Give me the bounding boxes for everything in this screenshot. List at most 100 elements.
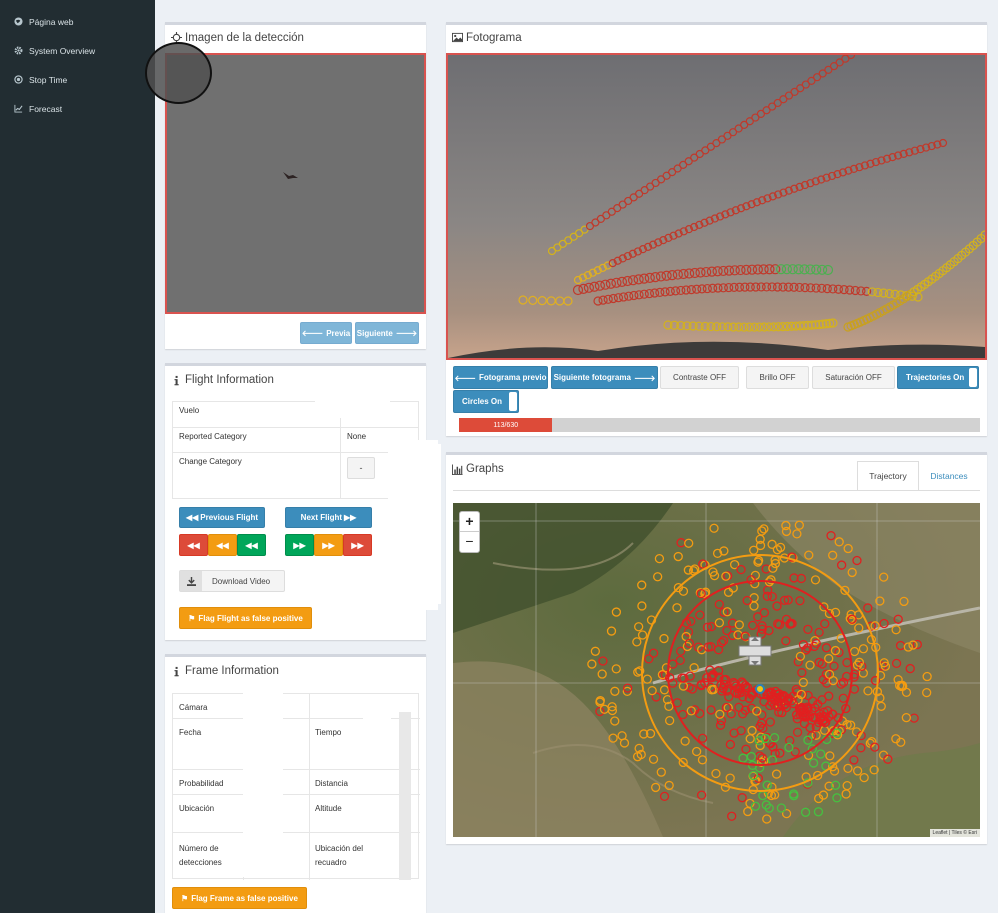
redaction-block — [363, 717, 391, 757]
sidebar-item-stop-time[interactable]: Stop Time — [0, 65, 155, 94]
frame-row-distancia: Distancia — [315, 779, 348, 788]
flag-frame-button[interactable]: ⚑ Flag Frame as false positive — [172, 887, 307, 909]
circles-toggle[interactable]: Circles On — [453, 390, 519, 413]
frame-info-title: Frame Information — [165, 657, 426, 685]
change-category-label: Change Category — [172, 452, 341, 499]
sidebar-item-forecast[interactable]: Forecast — [0, 94, 155, 123]
frame-row-fecha: Fecha — [179, 728, 202, 737]
fotograma-panel: Fotograma 🡐 Fotograma previo Siguiente fo… — [446, 22, 987, 436]
toggle-knob — [509, 392, 517, 411]
flag-icon: ⚑ — [188, 613, 196, 623]
forward-slow-button[interactable]: ▶▶ — [285, 534, 314, 556]
zoom-control: + − — [459, 511, 480, 553]
info-icon — [171, 666, 182, 677]
cursor-highlight — [145, 42, 212, 104]
sidebar-item-pagina-web[interactable]: Página web — [0, 7, 155, 36]
previous-flight-button[interactable]: ◀◀ Previous Flight — [179, 507, 265, 528]
frame-row-camara: Cámara — [179, 703, 208, 712]
frame-info-panel: Frame Information Cámara Fecha Probabili… — [165, 654, 426, 913]
sidebar-item-label: Página web — [29, 16, 74, 27]
sidebar-item-system-overview[interactable]: System Overview — [0, 36, 155, 65]
reported-category-label: Reported Category — [172, 427, 341, 453]
arrow-left-icon: 🡐 — [454, 373, 476, 383]
detection-title: Imagen de la detección — [165, 25, 426, 50]
arrow-right-icon: 🡒 — [395, 329, 418, 338]
arrow-right-icon: 🡒 — [633, 373, 656, 383]
graphs-title: Graphs — [446, 455, 987, 483]
toggle-knob — [969, 368, 977, 387]
saturation-toggle[interactable]: Saturación OFF — [812, 366, 895, 389]
bar-chart-icon — [452, 463, 463, 475]
previous-frame-button[interactable]: 🡐 Fotograma previo — [453, 366, 548, 389]
sidebar-item-label: System Overview — [29, 45, 96, 56]
detection-image — [165, 53, 426, 314]
contrast-toggle[interactable]: Contraste OFF — [660, 366, 739, 389]
trajectory-overlay — [518, 55, 985, 332]
redaction-block — [243, 687, 283, 877]
camera-location-marker — [755, 684, 765, 694]
backward-icon: ◀◀ — [245, 540, 258, 550]
frame-progress-fill: 113/630 — [459, 418, 553, 432]
redaction-block — [315, 396, 390, 418]
outer-range-circle — [641, 554, 879, 792]
trajectories-toggle[interactable]: Trajectories On — [897, 366, 979, 389]
horizon-mountains — [448, 341, 985, 358]
zoom-in-button[interactable]: + — [460, 512, 479, 532]
sidebar: Página web System Overview Stop Time For… — [0, 0, 155, 913]
arrow-left-icon: 🡐 — [301, 329, 324, 338]
forward-icon: ▶▶ — [293, 540, 306, 550]
rewind-medium-button[interactable]: ◀◀ — [208, 534, 237, 556]
fast-forward-icon: ▶▶ — [351, 540, 364, 550]
frame-row-numero: Número de detecciones — [179, 844, 222, 867]
change-category-select[interactable]: - — [347, 457, 375, 479]
globe-icon — [13, 17, 23, 27]
rewind-slow-button[interactable]: ◀◀ — [237, 534, 266, 556]
frame-row-ubicacion: Ubicación — [179, 804, 215, 813]
brightness-toggle[interactable]: Brillo OFF — [746, 366, 809, 389]
sidebar-item-label: Stop Time — [29, 74, 68, 85]
next-flight-button[interactable]: Next Flight ▶▶ — [285, 507, 372, 528]
gear-icon — [13, 46, 23, 56]
frame-row-altitude: Altitude — [315, 804, 342, 813]
flight-info-title: Flight Information — [165, 366, 426, 394]
detection-panel: Imagen de la detección 🡐 Previa Siguiente… — [165, 22, 426, 349]
previous-detection-button[interactable]: 🡐 Previa — [300, 322, 352, 344]
tab-trajectory[interactable]: Trajectory — [857, 461, 919, 491]
next-detection-button[interactable]: Siguiente 🡒 — [355, 322, 419, 344]
flight-info-panel: Flight Information Vuelo Reported Catego… — [165, 363, 441, 640]
zoom-out-button[interactable]: − — [465, 533, 474, 549]
dot-circle-icon — [13, 75, 23, 85]
frame-row-ubicacion-recuadro: Ubicación del recuadro — [315, 844, 364, 867]
bird-silhouette — [283, 172, 298, 179]
forward-icon: ▶▶ — [344, 513, 357, 522]
forward-medium-button[interactable]: ▶▶ — [314, 534, 343, 556]
fotograma-title: Fotograma — [446, 25, 987, 50]
info-icon — [171, 375, 182, 386]
line-chart-icon — [13, 104, 23, 114]
image-icon — [452, 32, 463, 43]
fotograma-image — [446, 53, 987, 360]
trajectory-map[interactable]: + − Leaflet | Tiles © Esri — [453, 503, 980, 837]
sidebar-item-label: Forecast — [29, 103, 63, 114]
frame-row-tiempo: Tiempo — [315, 728, 342, 737]
frame-progress-bar[interactable]: 113/630 — [459, 418, 980, 432]
forward-icon: ▶▶ — [322, 540, 335, 550]
tab-distances[interactable]: Distances — [930, 471, 968, 481]
flag-icon: ⚑ — [181, 893, 189, 903]
backward-icon: ◀◀ — [216, 540, 229, 550]
map-attribution: Leaflet | Tiles © Esri — [929, 829, 980, 837]
flag-flight-button[interactable]: ⚑ Flag Flight as false positive — [179, 607, 312, 629]
redaction-block — [388, 440, 438, 610]
scrollbar[interactable] — [399, 712, 411, 880]
crosshairs-icon — [171, 32, 182, 43]
graphs-panel: Graphs Trajectory Distances — [446, 452, 987, 844]
backward-icon: ◀◀ — [185, 513, 199, 522]
download-icon — [180, 571, 202, 591]
turbine-icon — [738, 636, 772, 666]
download-video-button[interactable]: Download Video — [179, 570, 285, 592]
frame-row-probabilidad: Probabilidad — [179, 779, 224, 788]
forward-fast-button[interactable]: ▶▶ — [343, 534, 372, 556]
inner-range-circle — [667, 580, 853, 766]
next-frame-button[interactable]: Siguiente fotograma 🡒 — [551, 366, 658, 389]
rewind-fast-button[interactable]: ◀◀ — [179, 534, 208, 556]
